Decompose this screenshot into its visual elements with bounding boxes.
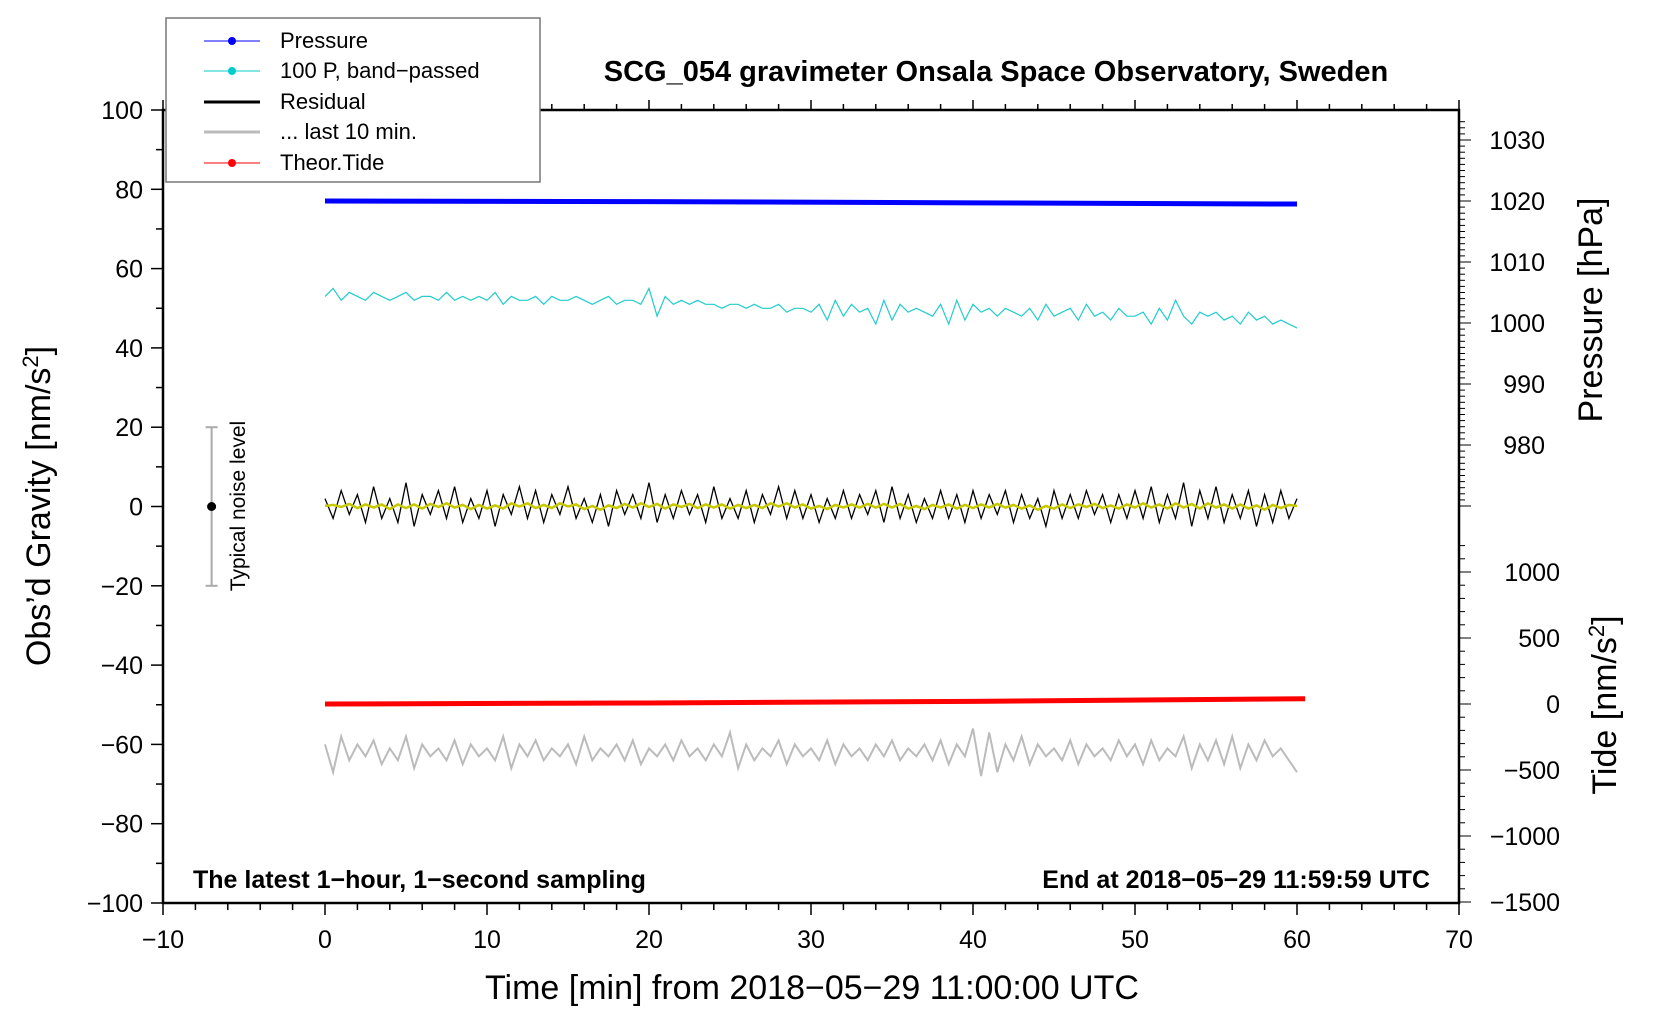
noise-bar: [205, 426, 218, 587]
x-tick-label: 30: [797, 926, 825, 954]
plot-frame: [161, 108, 1461, 905]
x-tick-label: 50: [1121, 926, 1149, 954]
legend-marker-1: [228, 67, 236, 75]
noise-label: Typical noise level: [227, 421, 250, 591]
legend-label-band-passed: 100 P, band−passed: [280, 58, 480, 83]
pressure-tick-label: 1020: [1489, 188, 1545, 216]
axis-ticks: −10 0 10 20 30 40 50 60 70100806040200−20−40−60−…: [87, 97, 1560, 954]
annotation-right: End at 2018−05−29 11:59:59 UTC: [1042, 866, 1430, 894]
legend-label-last10: ... last 10 min.: [280, 119, 417, 144]
legend: Pressure 100 P, band−passed Residual ...…: [165, 17, 541, 183]
y-tick-label: −80: [101, 811, 143, 839]
x-tick-label: 10: [473, 926, 501, 954]
y-tick-label: 20: [115, 414, 143, 442]
x-tick-label: −10: [142, 926, 184, 954]
series-residual-smoothed-line: [324, 501, 1298, 512]
pressure-axis-label: Pressure [hPa]: [1572, 198, 1610, 423]
tide-tick-label: −500: [1504, 757, 1560, 785]
pressure-tick-label: 1000: [1489, 310, 1545, 338]
series-tide-line: [324, 696, 1306, 707]
y-tick-label: −100: [87, 890, 143, 918]
x-tick-label: 60: [1283, 926, 1311, 954]
series-residual-line: [324, 482, 1298, 529]
legend-label-residual: Residual: [280, 89, 366, 114]
legend-label-pressure: Pressure: [280, 28, 368, 53]
y-tick-label: 100: [101, 97, 143, 125]
y-tick-label: −20: [101, 573, 143, 601]
y-tick-label: 60: [115, 256, 143, 284]
annotation-left: The latest 1−hour, 1−second sampling: [193, 866, 646, 894]
tide-tick-label: 1000: [1504, 559, 1560, 587]
x-tick-label: 20: [635, 926, 663, 954]
plot-marks: [324, 198, 1306, 777]
legend-label-tide: Theor.Tide: [280, 150, 384, 175]
tide-tick-label: 0: [1546, 691, 1560, 719]
series-band-passed-line: [324, 286, 1298, 329]
y-tick-label: 0: [129, 494, 143, 522]
y-tick-label: −60: [101, 731, 143, 759]
pressure-tick-label: 980: [1503, 432, 1545, 460]
y-tick-label: −40: [101, 652, 143, 680]
legend-marker-4: [228, 159, 236, 167]
chart-title: SCG_054 gravimeter Onsala Space Observat…: [604, 56, 1388, 88]
legend-marker-0: [228, 37, 236, 45]
x-tick-label: 70: [1445, 926, 1473, 954]
legend-box: [165, 17, 541, 183]
y-axis-label: Obs’d Gravity [nm/s2]: [18, 346, 58, 666]
y-tick-label: 80: [115, 176, 143, 204]
x-tick-label: 0: [318, 926, 332, 954]
tide-axis-label: Tide [nm/s2]: [1584, 615, 1624, 794]
series-pressure-line: [324, 198, 1298, 207]
pressure-tick-label: 1030: [1489, 127, 1545, 155]
tide-tick-label: −1500: [1490, 889, 1560, 917]
tide-tick-label: 500: [1518, 625, 1560, 653]
y-tick-label: 40: [115, 335, 143, 363]
noise-bar-dot: [207, 502, 217, 511]
tide-tick-label: −1000: [1490, 823, 1560, 851]
x-axis-label: Time [min] from 2018−05−29 11:00:00 UTC: [485, 969, 1139, 1007]
series-last10-line: [324, 728, 1298, 777]
pressure-tick-label: 1010: [1489, 249, 1545, 277]
pressure-tick-label: 990: [1503, 371, 1545, 399]
x-tick-label: 40: [959, 926, 987, 954]
